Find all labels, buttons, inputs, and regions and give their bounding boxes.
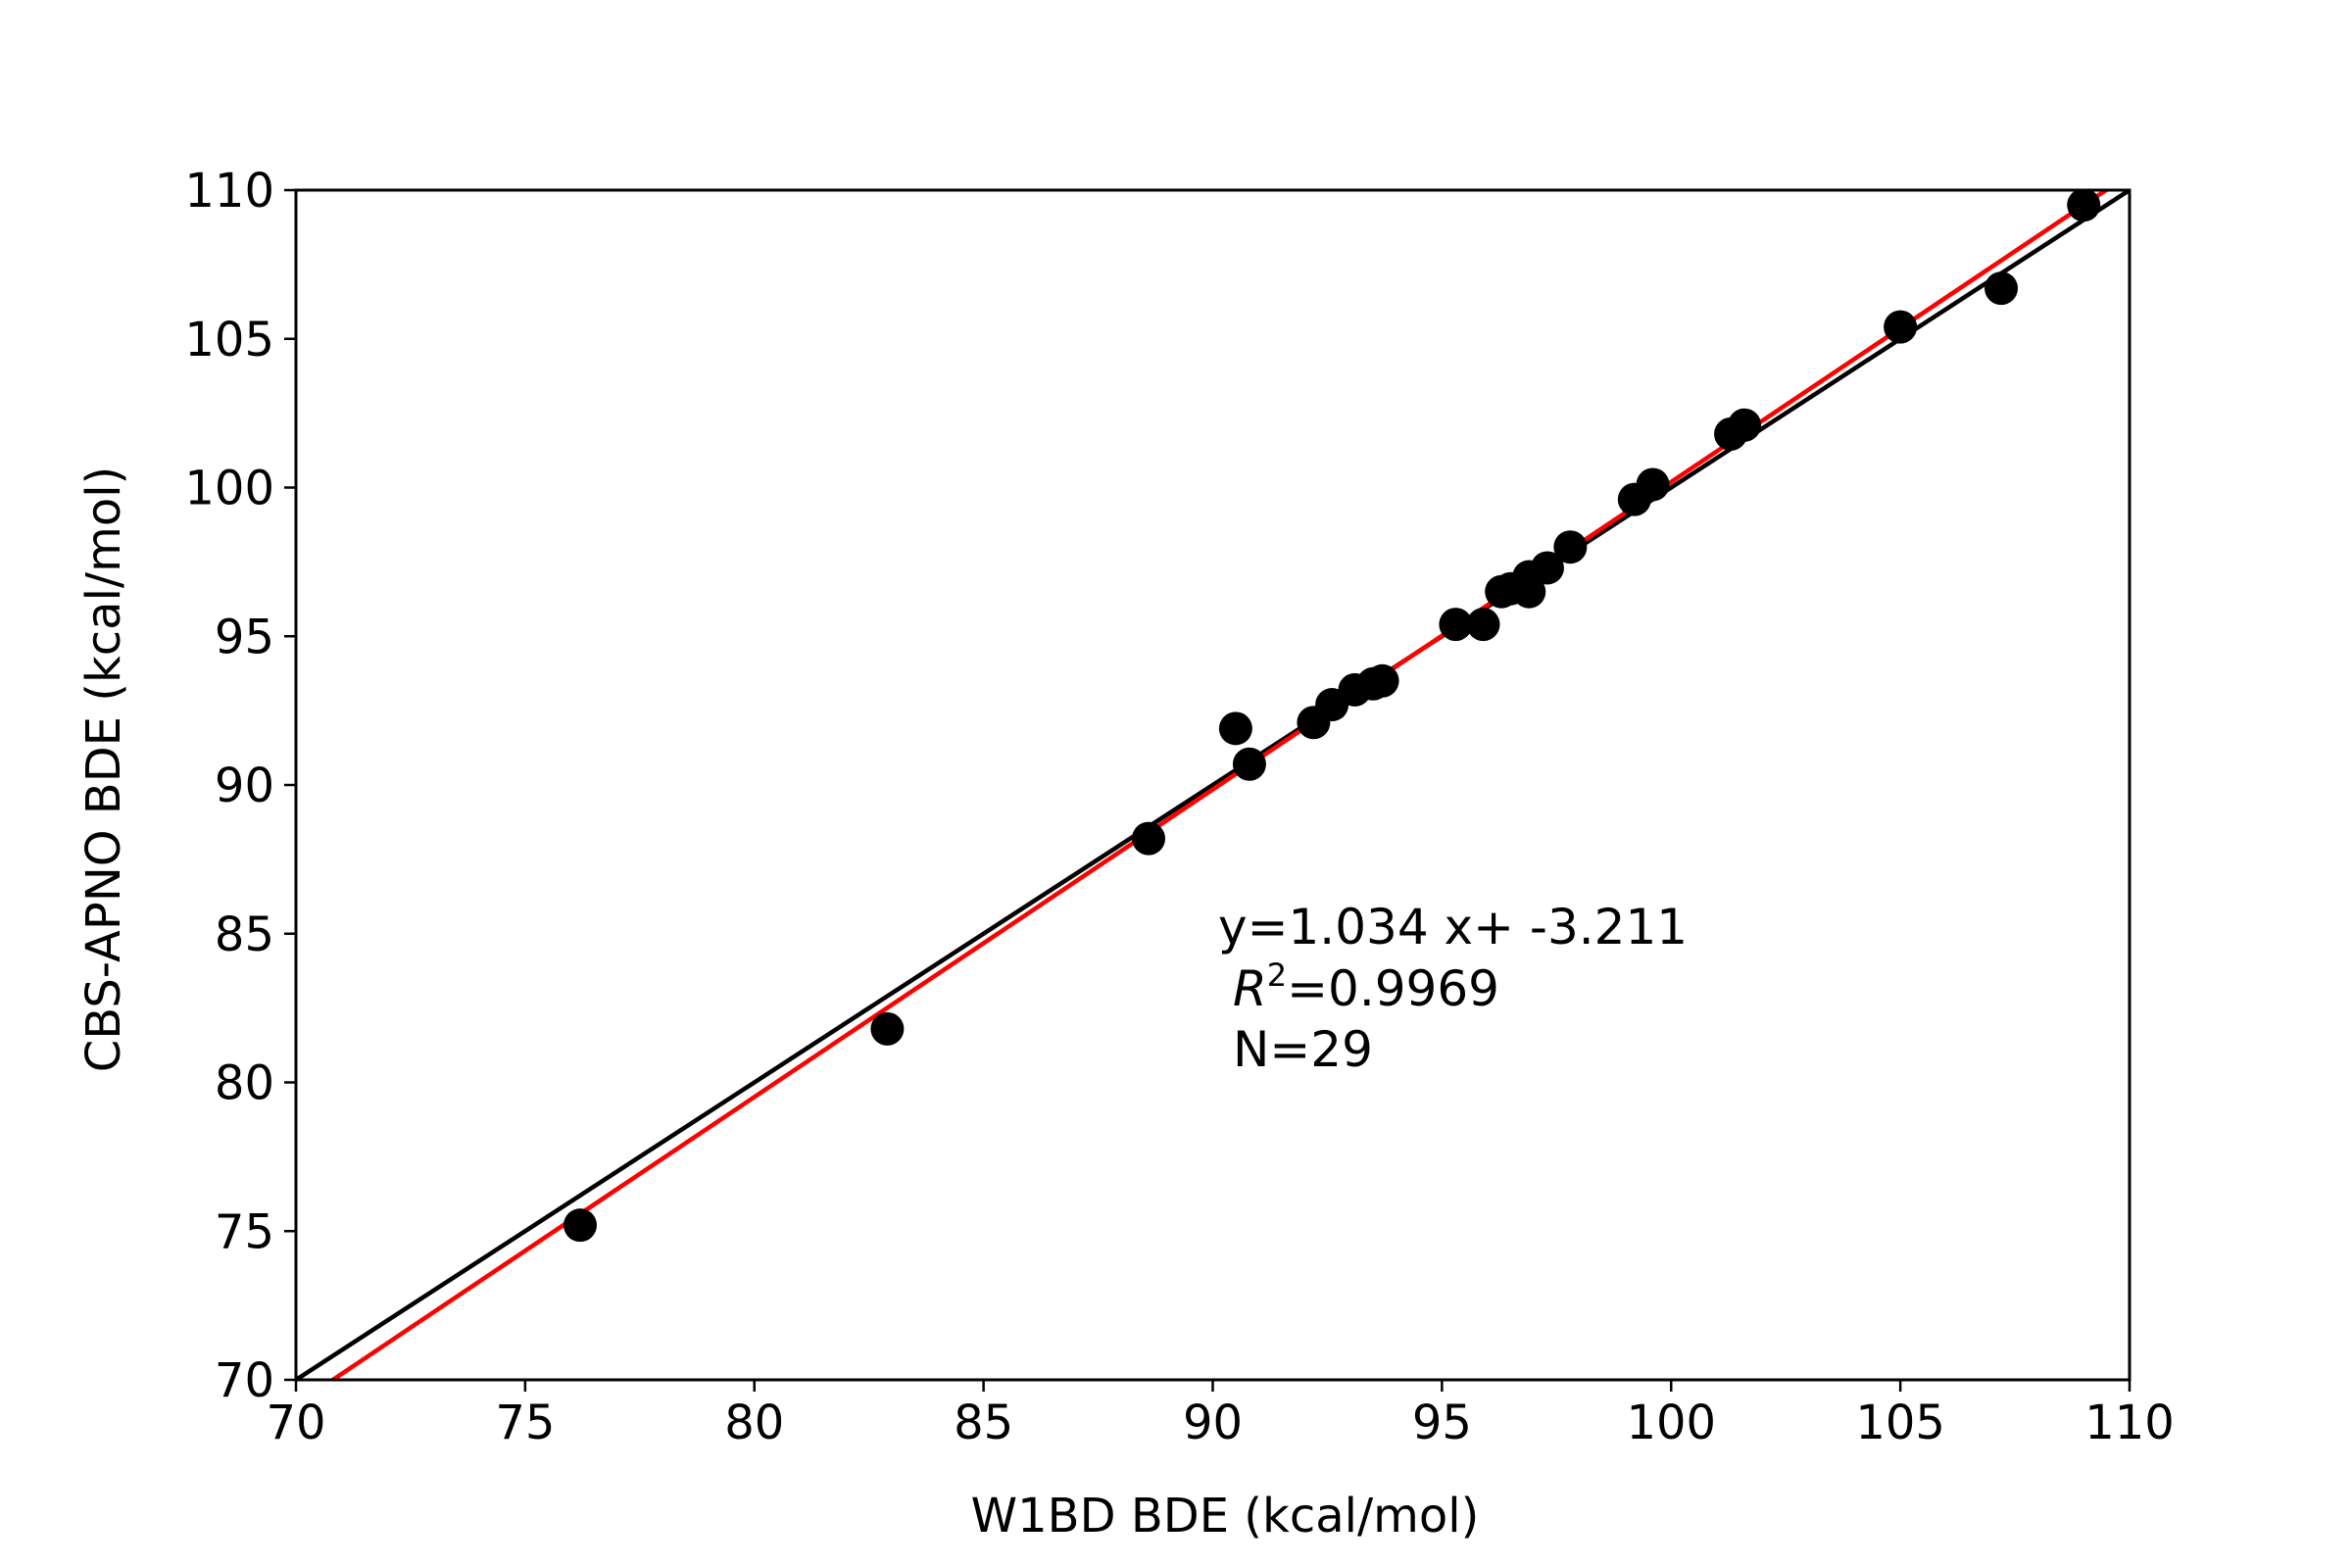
r-squared-value: =0.9969 — [1287, 960, 1499, 1017]
fit-annotation: y=1.034 x+ -3.211 R2=0.9969 N=29 — [1218, 899, 1688, 1078]
x-axis-label: W1BD BDE (kcal/mol) — [971, 1489, 1480, 1544]
x-tick-label: 105 — [1855, 1396, 1945, 1450]
y-tick-label: 95 — [215, 610, 274, 664]
x-tick-label: 85 — [954, 1396, 1013, 1450]
x-tick-label: 110 — [2084, 1396, 2175, 1450]
data-point — [1636, 467, 1670, 502]
data-point — [1553, 530, 1588, 564]
reference-lines — [296, 190, 2130, 1380]
data-point — [1530, 551, 1564, 585]
data-point — [564, 1208, 598, 1243]
data-point — [2067, 190, 2101, 222]
data-point — [1439, 608, 1473, 642]
data-point — [1218, 711, 1252, 746]
r-squared: R2=0.9969 — [1233, 956, 1499, 1017]
r-symbol: R — [1233, 960, 1267, 1017]
data-point — [1984, 271, 2019, 306]
data-point — [1728, 408, 1762, 442]
y-tick-label: 80 — [215, 1056, 274, 1111]
y-tick-label: 105 — [184, 313, 274, 368]
data-point — [1132, 821, 1166, 856]
x-tick-label: 100 — [1626, 1396, 1716, 1450]
data-point — [1884, 310, 1918, 344]
r-exponent: 2 — [1267, 956, 1287, 994]
y-tick-label: 90 — [215, 759, 274, 813]
data-point — [1466, 608, 1500, 642]
fit-equation: y=1.034 x+ -3.211 — [1218, 899, 1688, 956]
sample-count: N=29 — [1233, 1021, 1373, 1078]
line-series-1 — [296, 190, 2130, 1380]
x-tick-label: 70 — [266, 1396, 325, 1450]
y-tick-label: 110 — [184, 164, 274, 219]
x-tick-label: 75 — [495, 1396, 555, 1450]
data-point — [1232, 747, 1266, 781]
y-axis-label: CBS-APNO BDE (kcal/mol) — [76, 466, 131, 1073]
y-tick-label: 75 — [215, 1204, 274, 1259]
axis-ticks: 70 75 80 85 90 95 100 105 110 70 75 80 85 90 95 100 105 1… — [184, 164, 2174, 1450]
data-point — [1365, 663, 1399, 698]
y-tick-label: 100 — [184, 462, 274, 516]
x-tick-label: 95 — [1412, 1396, 1472, 1450]
x-tick-label: 80 — [724, 1396, 784, 1450]
data-points — [564, 190, 2101, 1243]
line-series-2 — [328, 190, 2111, 1380]
data-point — [870, 1011, 905, 1046]
y-tick-label: 85 — [215, 907, 274, 962]
y-tick-label: 70 — [215, 1353, 274, 1408]
x-tick-label: 90 — [1183, 1396, 1243, 1450]
